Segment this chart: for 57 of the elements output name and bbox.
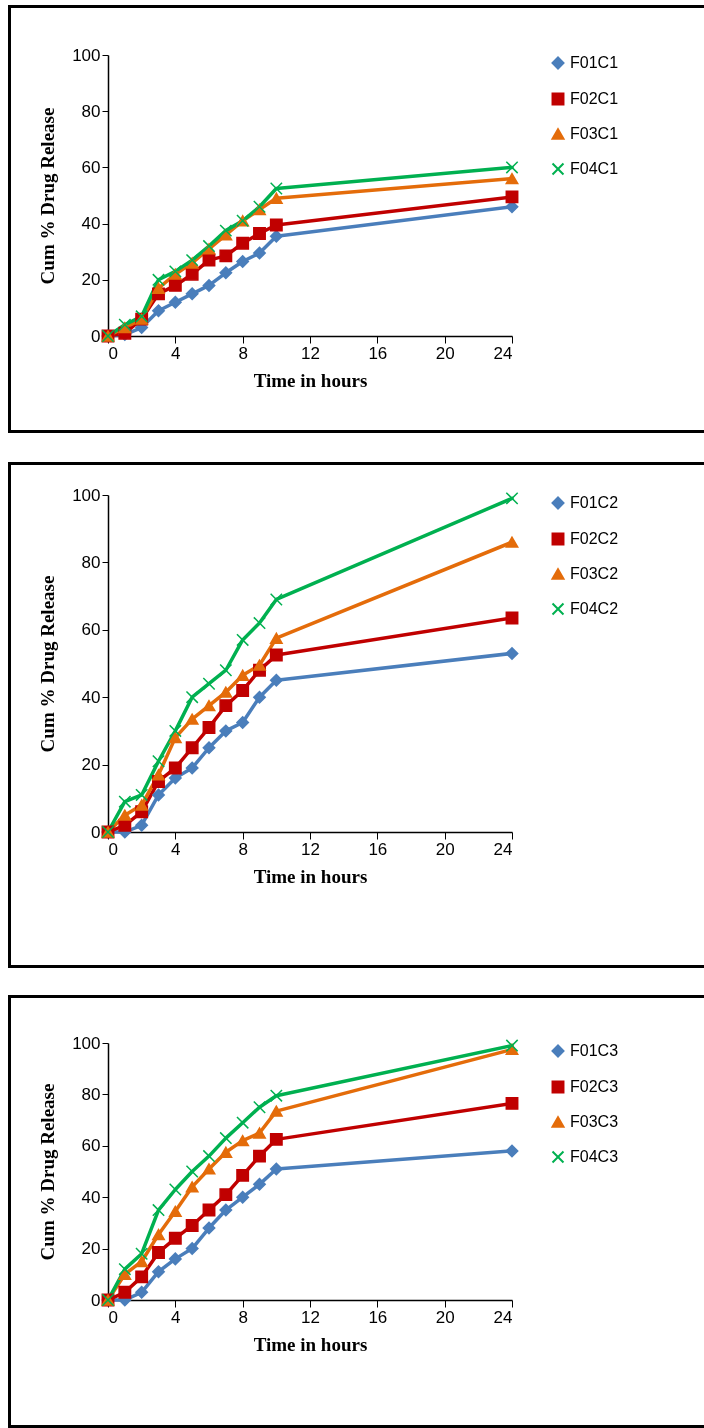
x-axis-title: Time in hours (253, 369, 368, 391)
x-axis-title: Time in hours (253, 1333, 368, 1355)
legend-label: F01C3 (570, 1042, 619, 1059)
y-tick-label: 40 (81, 687, 101, 707)
x-axis-title: Time in hours (253, 865, 368, 887)
y-tick-label: 20 (81, 755, 101, 775)
legend-label: F01C1 (570, 54, 619, 71)
legend-label: F04C2 (570, 600, 619, 617)
y-axis-title: Cum % Drug Release (37, 1083, 59, 1261)
y-axis-title: Cum % Drug Release (37, 575, 59, 753)
x-tick-label: 12 (301, 1307, 320, 1327)
legend-label: F03C2 (570, 565, 619, 582)
y-tick-label: 100 (72, 45, 101, 65)
y-tick-label: 0 (91, 822, 101, 842)
legend-label: F03C3 (570, 1113, 619, 1130)
x-tick-label: 4 (171, 1307, 181, 1327)
y-tick-label: 60 (81, 620, 101, 640)
x-tick-label: 16 (368, 839, 388, 859)
y-tick-label: 60 (81, 157, 101, 177)
x-tick-label: 20 (435, 1307, 455, 1327)
legend-label: F01C2 (570, 494, 619, 511)
y-tick-label: 0 (91, 1290, 101, 1310)
y-tick-label: 80 (81, 1084, 101, 1104)
y-tick-label: 80 (81, 101, 101, 121)
y-tick-label: 80 (81, 552, 101, 572)
legend-label: F04C3 (570, 1148, 619, 1165)
x-tick-label: 24 (493, 343, 513, 363)
x-tick-label: 8 (238, 839, 248, 859)
x-tick-label: 24 (493, 839, 513, 859)
x-tick-label: 0 (108, 343, 118, 363)
legend-label: F02C1 (570, 90, 619, 107)
y-tick-label: 0 (91, 326, 101, 346)
x-tick-label: 16 (368, 1307, 388, 1327)
y-tick-label: 60 (81, 1136, 101, 1156)
x-tick-label: 8 (238, 1307, 248, 1327)
x-tick-label: 16 (368, 343, 388, 363)
y-tick-label: 20 (81, 1239, 101, 1259)
x-tick-label: 24 (493, 1307, 513, 1327)
y-tick-label: 100 (72, 1033, 101, 1053)
y-tick-label: 40 (81, 214, 101, 234)
x-tick-label: 0 (108, 839, 118, 859)
x-tick-label: 12 (301, 343, 320, 363)
y-tick-label: 40 (81, 1187, 101, 1207)
legend-label: F02C2 (570, 530, 619, 547)
x-tick-label: 20 (435, 839, 455, 859)
x-tick-label: 0 (108, 1307, 118, 1327)
x-tick-label: 4 (171, 343, 181, 363)
y-axis-title: Cum % Drug Release (37, 107, 59, 285)
legend-label: F03C1 (570, 125, 619, 142)
x-tick-label: 4 (171, 839, 181, 859)
x-tick-label: 20 (435, 343, 455, 363)
y-tick-label: 20 (81, 270, 101, 290)
y-tick-label: 100 (72, 485, 101, 505)
legend-label: F02C3 (570, 1078, 619, 1095)
x-tick-label: 12 (301, 839, 320, 859)
legend-label: F04C1 (570, 160, 619, 177)
x-tick-label: 8 (238, 343, 248, 363)
